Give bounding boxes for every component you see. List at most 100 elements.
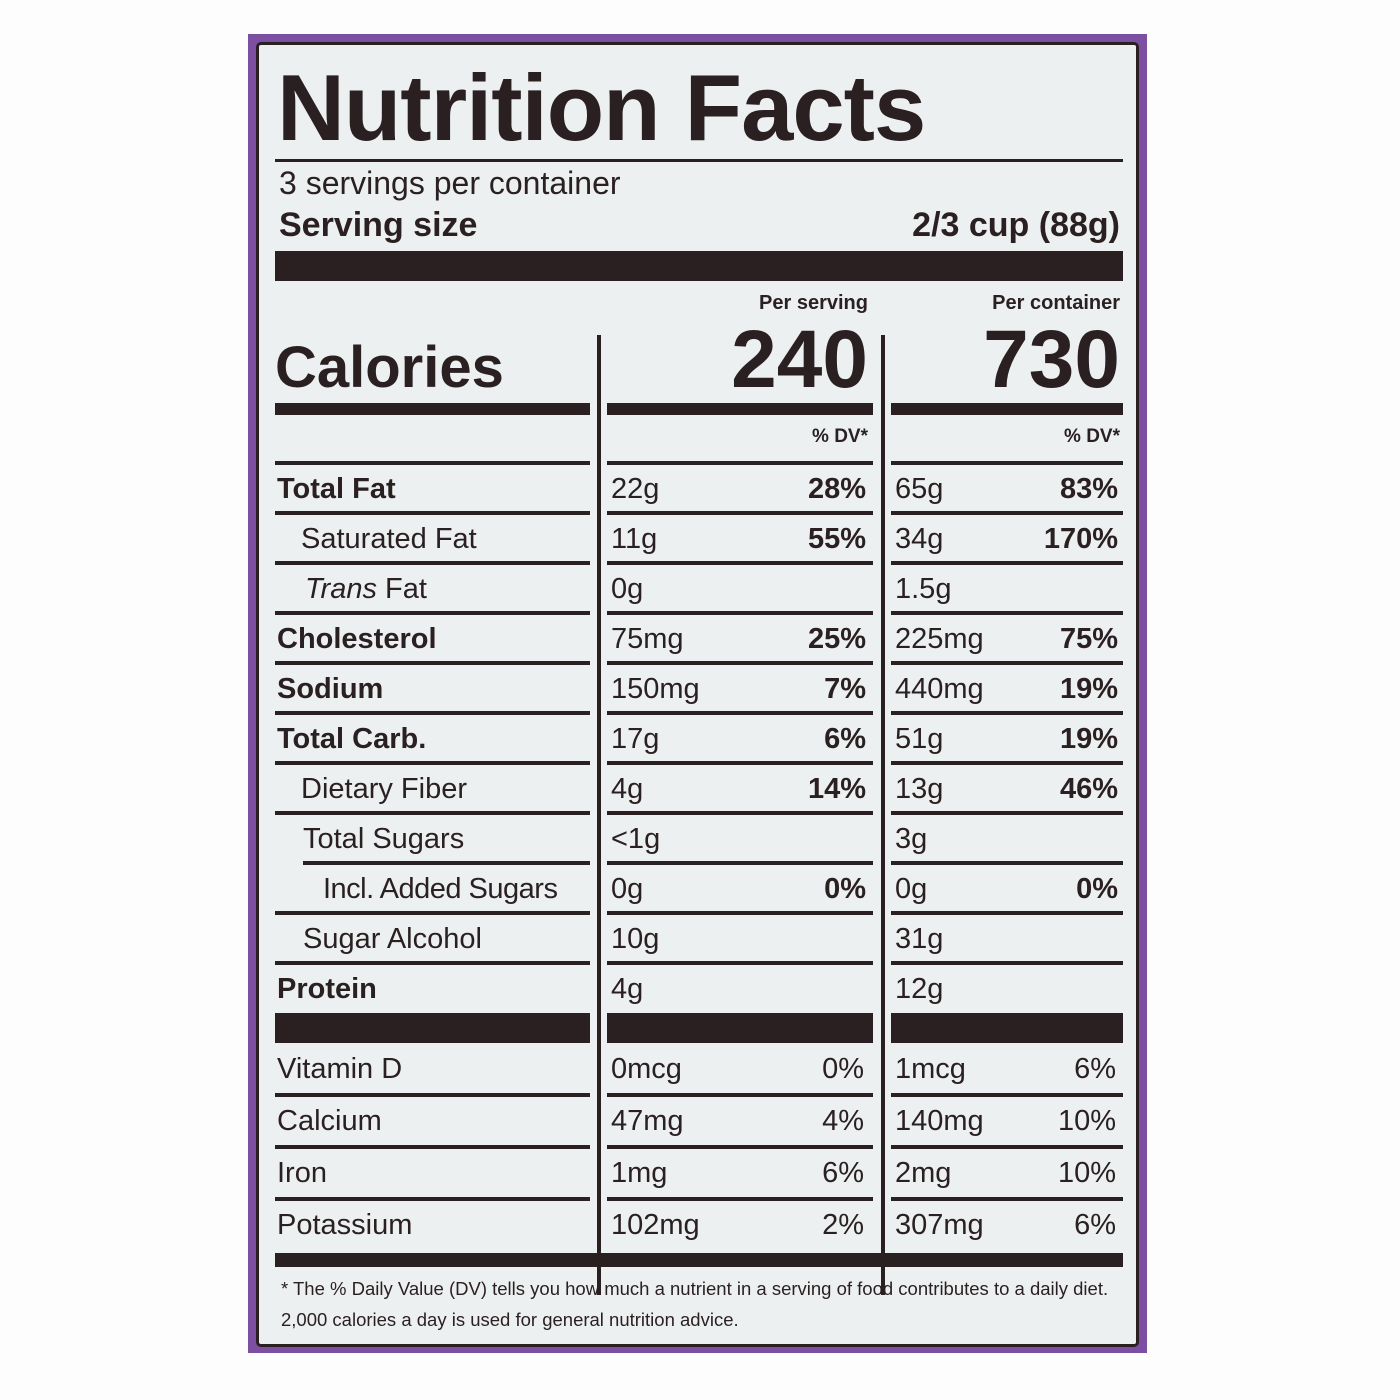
- nutrient-name: Trans Fat: [305, 571, 427, 607]
- row-rule: [275, 561, 590, 565]
- nutrient-name: Cholesterol: [277, 623, 437, 655]
- nutrient-row-added-sugars: Incl. Added Sugars 0g 0% 0g 0%: [259, 865, 1136, 915]
- calories-rule-name: [275, 403, 590, 415]
- nutrient-row-total-sugars: Total Sugars <1g 3g: [259, 815, 1136, 865]
- serving-amount: 11g: [611, 523, 658, 555]
- row-rule: [275, 1145, 590, 1149]
- serving-dv: 55%: [807, 523, 866, 555]
- serving-amount: 1mg: [611, 1157, 668, 1189]
- container-dv: 19%: [1059, 673, 1118, 705]
- container-amount: 307mg: [895, 1209, 984, 1241]
- calories-label: Calories: [275, 335, 504, 400]
- vitamin-name: Iron: [277, 1157, 327, 1189]
- row-rule: [275, 811, 590, 815]
- row-rule: [607, 561, 873, 565]
- container-dv: 46%: [1059, 773, 1118, 805]
- row-rule: [275, 661, 590, 665]
- calories-per-container: 730: [983, 314, 1120, 405]
- row-rule: [891, 1197, 1123, 1201]
- serving-dv: 28%: [807, 473, 866, 505]
- serving-amount: 102mg: [611, 1209, 700, 1241]
- container-amount: 440mg: [895, 673, 984, 705]
- container-amount: 2mg: [895, 1157, 952, 1189]
- serving-amount: 17g: [611, 723, 660, 755]
- row-rule: [607, 511, 873, 515]
- serving-amount: 4g: [611, 773, 644, 805]
- serving-dv: 6%: [824, 723, 866, 755]
- container-amount: 51g: [895, 723, 944, 755]
- row-rule: [891, 511, 1123, 515]
- vitamin-name: Potassium: [277, 1209, 413, 1241]
- serving-amount: 0g: [611, 873, 644, 905]
- calories-per-serving: 240: [731, 314, 868, 405]
- nutrient-name: Dietary Fiber: [301, 773, 467, 805]
- row-rule: [891, 961, 1123, 965]
- serving-dv: 4%: [822, 1105, 864, 1137]
- dv-rule-serving: [607, 461, 873, 465]
- nutrient-name: Saturated Fat: [301, 523, 477, 555]
- dv-header-serving: % DV*: [812, 426, 868, 447]
- per-serving-header: Per serving: [759, 292, 868, 314]
- nutrient-row-sodium: Sodium 150mg 7% 440mg 19%: [259, 665, 1136, 715]
- row-rule: [891, 661, 1123, 665]
- container-dv: 170%: [1043, 523, 1118, 555]
- container-amount: 31g: [895, 923, 944, 955]
- container-amount: 3g: [895, 823, 928, 855]
- nutrient-name: Total Sugars: [303, 823, 465, 855]
- container-dv: 6%: [1074, 1209, 1116, 1241]
- vitamin-row-iron: Iron 1mg 6% 2mg 10%: [259, 1149, 1136, 1201]
- nutrient-row-saturated-fat: Saturated Fat 11g 55% 34g 170%: [259, 515, 1136, 565]
- vitamin-name: Calcium: [277, 1105, 382, 1137]
- row-rule: [891, 1093, 1123, 1097]
- serving-amount: 0g: [611, 573, 644, 605]
- thick-divider-protein-container: [891, 1013, 1123, 1043]
- vitamin-name: Vitamin D: [277, 1053, 403, 1085]
- row-rule: [275, 511, 590, 515]
- row-rule: [607, 611, 873, 615]
- row-rule: [607, 661, 873, 665]
- serving-amount: 75mg: [611, 623, 684, 655]
- nutrient-name: Total Fat: [277, 473, 396, 505]
- container-dv: 10%: [1057, 1157, 1116, 1189]
- servings-per-container: 3 servings per container: [279, 165, 621, 201]
- row-rule: [275, 1093, 590, 1097]
- row-rule: [891, 861, 1123, 865]
- row-rule: [275, 1197, 590, 1201]
- container-amount: 13g: [895, 773, 944, 805]
- nutrient-row-sugar-alcohol: Sugar Alcohol 10g 31g: [259, 915, 1136, 965]
- serving-size-label: Serving size: [279, 206, 478, 244]
- serving-dv: 25%: [807, 623, 866, 655]
- container-amount: 34g: [895, 523, 944, 555]
- container-dv: 75%: [1059, 623, 1118, 655]
- nutrient-row-dietary-fiber: Dietary Fiber 4g 14% 13g 46%: [259, 765, 1136, 815]
- title-divider: [275, 159, 1123, 162]
- serving-amount: 0mcg: [611, 1053, 682, 1085]
- row-rule: [607, 1093, 873, 1097]
- nutrient-name: Sugar Alcohol: [303, 923, 482, 955]
- serving-dv: 2%: [822, 1209, 864, 1241]
- thick-divider-protein-serving: [607, 1013, 873, 1043]
- column-divider-container: [881, 335, 885, 1295]
- row-rule: [607, 911, 873, 915]
- per-container-header: Per container: [992, 292, 1120, 314]
- vitamin-row-calcium: Calcium 47mg 4% 140mg 10%: [259, 1097, 1136, 1149]
- serving-dv: 0%: [824, 873, 866, 905]
- calories-rule-serving: [607, 403, 873, 415]
- container-dv: 0%: [1076, 873, 1118, 905]
- row-rule: [891, 1145, 1123, 1149]
- row-rule: [607, 1197, 873, 1201]
- container-amount: 225mg: [895, 623, 984, 655]
- dv-header-container: % DV*: [1064, 426, 1120, 447]
- row-rule: [275, 961, 590, 965]
- serving-size-value: 2/3 cup (88g): [912, 206, 1120, 244]
- container-dv: 10%: [1057, 1105, 1116, 1137]
- row-rule: [891, 761, 1123, 765]
- nutrient-row-trans-fat: Trans Fat 0g 1.5g: [259, 565, 1136, 615]
- container-dv: 6%: [1074, 1053, 1116, 1085]
- row-rule: [275, 761, 590, 765]
- vitamin-row-potassium: Potassium 102mg 2% 307mg 6%: [259, 1201, 1136, 1253]
- nutrient-name: Total Carb.: [277, 723, 427, 755]
- row-rule: [607, 761, 873, 765]
- vitamin-row-vitamin-d: Vitamin D 0mcg 0% 1mcg 6%: [259, 1045, 1136, 1097]
